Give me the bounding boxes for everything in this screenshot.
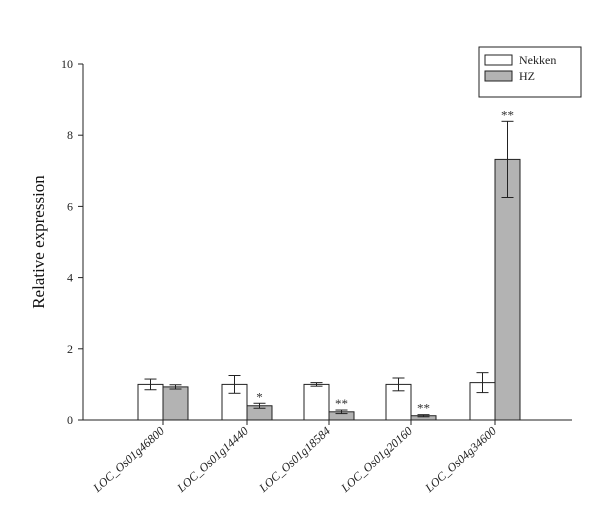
significance-marker: ** [335, 396, 348, 411]
x-category-label: LOC_Os01g46800 [90, 424, 168, 496]
bar-hz [162, 386, 189, 421]
y-tick-label: 4 [67, 271, 73, 285]
y-axis-label: Relative expression [29, 175, 48, 309]
legend-swatch-hz [484, 70, 513, 82]
significance-marker: ** [501, 107, 514, 122]
bars: * ** **** [137, 107, 521, 421]
y-tick-label: 0 [67, 413, 73, 427]
y-tick-label: 6 [67, 199, 73, 213]
bar-nekken [303, 383, 330, 421]
legend-label-nekken: Nekken [519, 53, 556, 67]
x-category-label: LOC_Os04g34600 [422, 424, 500, 496]
legend: Nekken HZ [478, 46, 582, 98]
y-tick-label: 8 [67, 128, 73, 142]
significance-marker: ** [417, 401, 430, 416]
y-tick-label: 2 [67, 342, 73, 356]
legend-label-hz: HZ [519, 69, 535, 83]
legend-swatch-nekken [484, 54, 513, 66]
bar-nekken [469, 382, 496, 421]
x-category-label: LOC_Os01g18584 [256, 424, 334, 496]
significance-marker: * [256, 389, 263, 404]
x-category-label: LOC_Os01g20160 [338, 424, 416, 496]
bar-hz [494, 158, 521, 421]
y-tick-label: 10 [61, 57, 73, 71]
x-category-label: LOC_Os01g14440 [174, 424, 252, 496]
